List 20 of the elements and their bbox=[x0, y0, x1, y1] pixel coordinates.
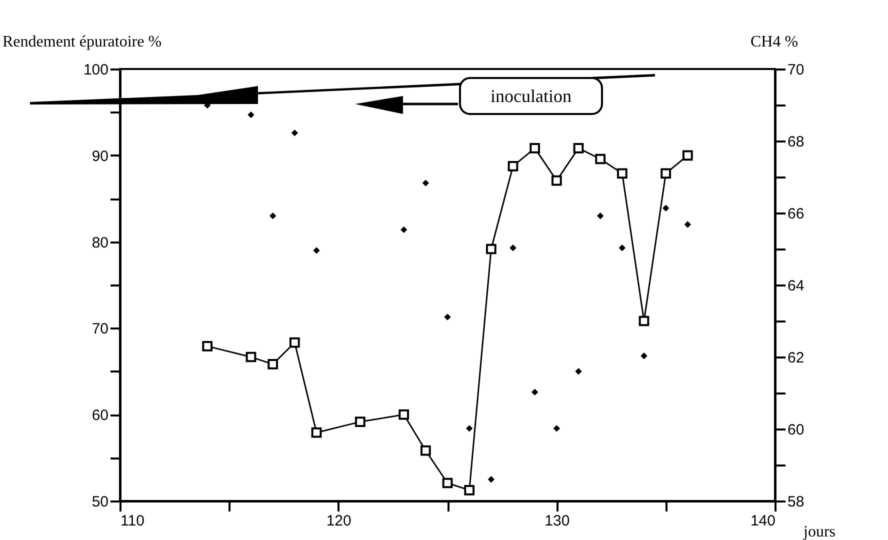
y-tick-label: 50 bbox=[92, 494, 108, 510]
x-tick-label: 140 bbox=[750, 512, 776, 530]
y-tick-label: 60 bbox=[92, 407, 108, 424]
y2-tick-label: 68 bbox=[788, 134, 804, 150]
x-tick-label: 110 bbox=[120, 512, 144, 530]
y2-tick-label: 70 bbox=[788, 62, 804, 78]
y-tick-label: 70 bbox=[92, 320, 108, 338]
y-axis-title: Rendement épuratoire % bbox=[2, 34, 162, 50]
x-tick-label: 120 bbox=[326, 512, 352, 530]
x-tick-label: 130 bbox=[544, 512, 570, 530]
y2-tick-label: 62 bbox=[788, 350, 804, 366]
y2-axis-title: CH4 % bbox=[750, 34, 798, 50]
y2-tick-label: 60 bbox=[788, 422, 804, 438]
y2-tick-label: 58 bbox=[788, 494, 804, 510]
y2-tick-label: 64 bbox=[788, 278, 804, 294]
y-tick-label: 100 bbox=[83, 62, 108, 78]
y2-tick-label: 66 bbox=[788, 206, 804, 222]
y-tick-label: 80 bbox=[92, 234, 108, 252]
x-axis-title: jours bbox=[802, 524, 836, 540]
y-tick-label: 90 bbox=[92, 148, 108, 165]
